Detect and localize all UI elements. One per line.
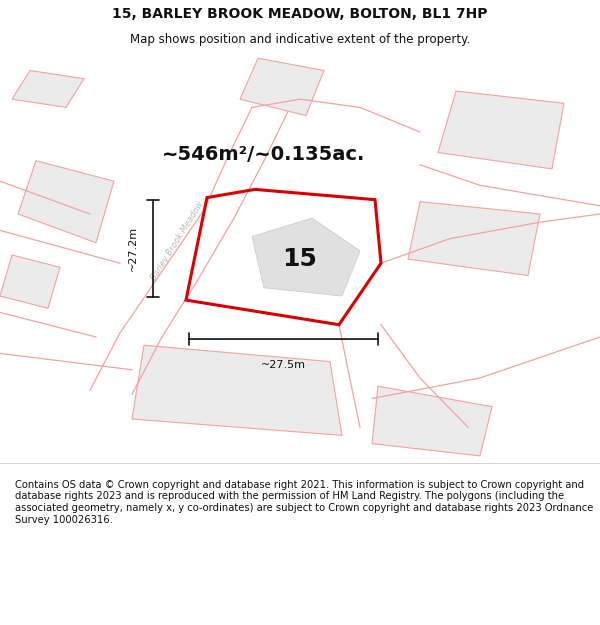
Polygon shape [0,255,60,308]
Text: 15, BARLEY BROOK MEADOW, BOLTON, BL1 7HP: 15, BARLEY BROOK MEADOW, BOLTON, BL1 7HP [112,7,488,21]
Text: ~27.2m: ~27.2m [128,226,138,271]
Text: ~546m²/~0.135ac.: ~546m²/~0.135ac. [162,145,365,164]
Text: Barley Brook Meadow: Barley Brook Meadow [149,199,205,282]
Polygon shape [18,161,114,242]
Polygon shape [12,71,84,108]
Text: ~27.5m: ~27.5m [261,359,306,369]
Text: 15: 15 [283,247,317,271]
Polygon shape [252,218,360,296]
Polygon shape [132,345,342,436]
Polygon shape [408,202,540,276]
Polygon shape [372,386,492,456]
Text: Map shows position and indicative extent of the property.: Map shows position and indicative extent… [130,32,470,46]
Text: Contains OS data © Crown copyright and database right 2021. This information is : Contains OS data © Crown copyright and d… [15,480,593,524]
Polygon shape [438,91,564,169]
Polygon shape [240,58,324,116]
